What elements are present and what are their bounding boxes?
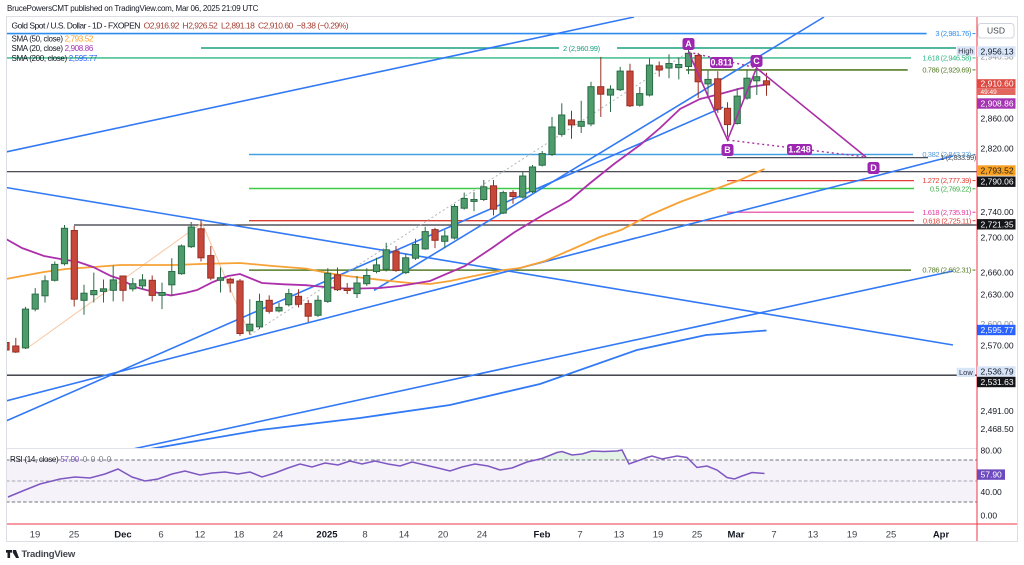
svg-text:1.248: 1.248: [788, 145, 811, 155]
svg-text:25: 25: [692, 530, 703, 541]
svg-text:2025: 2025: [316, 530, 338, 541]
svg-text:2,956.13: 2,956.13: [981, 47, 1014, 57]
svg-text:2,531.63: 2,531.63: [981, 377, 1014, 387]
svg-text:SMA (20, close) 2,908.86: SMA (20, close) 2,908.86: [12, 44, 94, 53]
svg-text:2,536.79: 2,536.79: [981, 367, 1014, 377]
svg-text:40.00: 40.00: [981, 487, 1003, 497]
svg-text:1.618 (2,735.91): 1.618 (2,735.91): [922, 208, 972, 217]
svg-text:Mar: Mar: [728, 530, 745, 541]
svg-text:1.618 (2,946.58): 1.618 (2,946.58): [922, 54, 972, 63]
svg-text:2,908.86: 2,908.86: [981, 99, 1014, 109]
svg-text:0.618 (2,725.11): 0.618 (2,725.11): [923, 216, 972, 225]
svg-text:0.786 (2,929.69): 0.786 (2,929.69): [922, 66, 972, 75]
svg-text:Low: Low: [959, 368, 973, 377]
svg-text:2,630.00: 2,630.00: [981, 290, 1014, 300]
svg-text:2,700.00: 2,700.00: [981, 233, 1014, 243]
svg-text:0.786 (2,662.31): 0.786 (2,662.31): [922, 266, 972, 275]
svg-text:24: 24: [273, 530, 284, 541]
svg-text:2 (2,960.99): 2 (2,960.99): [563, 44, 601, 53]
svg-text:49:49: 49:49: [981, 89, 998, 96]
svg-text:14: 14: [399, 530, 410, 541]
svg-text:0.00: 0.00: [981, 510, 998, 520]
svg-text:8: 8: [362, 530, 367, 541]
svg-text:80.00: 80.00: [981, 446, 1003, 456]
svg-text:USD: USD: [987, 26, 1005, 36]
svg-text:High: High: [958, 47, 973, 56]
svg-text:18: 18: [234, 530, 245, 541]
svg-text:2,740.00: 2,740.00: [981, 207, 1014, 217]
svg-text:24: 24: [477, 530, 488, 541]
svg-text:Feb: Feb: [534, 530, 551, 541]
svg-text:0.5 (2,769.22): 0.5 (2,769.22): [930, 184, 972, 193]
svg-text:2,860.00: 2,860.00: [981, 114, 1014, 124]
svg-text:2,790.06: 2,790.06: [981, 177, 1014, 187]
svg-text:19: 19: [653, 530, 664, 541]
svg-text:7: 7: [771, 530, 776, 541]
svg-text:C: C: [753, 56, 760, 66]
svg-text:57.90: 57.90: [981, 470, 1003, 480]
svg-text:19: 19: [30, 530, 41, 541]
svg-text:Dec: Dec: [114, 530, 131, 541]
svg-text:Gold Spot / U.S. Dollar - 1D -: Gold Spot / U.S. Dollar - 1D - FXOPEN O2…: [12, 21, 349, 31]
svg-text:0.382 (2,843.33): 0.382 (2,843.33): [922, 150, 972, 159]
svg-text:1 (2,833.99): 1 (2,833.99): [940, 153, 977, 162]
svg-text:2,910.60: 2,910.60: [981, 79, 1014, 89]
svg-text:2,600.00: 2,600.00: [981, 319, 1014, 329]
svg-text:6: 6: [158, 530, 163, 541]
svg-text:2,793.52: 2,793.52: [981, 166, 1014, 176]
svg-text:13: 13: [614, 530, 625, 541]
svg-text:SMA (50, close) 2,793.52: SMA (50, close) 2,793.52: [12, 35, 94, 44]
svg-text:2,660.00: 2,660.00: [981, 268, 1014, 278]
svg-text:13: 13: [808, 530, 819, 541]
svg-text:SMA (200, close) 2,595.77: SMA (200, close) 2,595.77: [12, 54, 98, 63]
svg-text:0.811: 0.811: [710, 58, 732, 68]
svg-text:A: A: [685, 39, 692, 49]
svg-text:25: 25: [886, 530, 897, 541]
svg-text:25: 25: [69, 530, 80, 541]
svg-text:RSI (14, close) 57.90 0 0 0: RSI (14, close) 57.90 0 0 0 0: [10, 455, 112, 464]
svg-text:2,491.00: 2,491.00: [981, 406, 1014, 416]
svg-text:20: 20: [438, 530, 449, 541]
svg-text:2,468.50: 2,468.50: [981, 424, 1014, 434]
svg-text:2,721.35: 2,721.35: [981, 219, 1014, 229]
svg-text:2,570.00: 2,570.00: [981, 341, 1014, 351]
svg-text:B: B: [724, 145, 731, 155]
svg-text:2,595.77: 2,595.77: [981, 325, 1014, 335]
svg-text:3 (2,981.76): 3 (2,981.76): [935, 29, 972, 38]
svg-text:12: 12: [195, 530, 206, 541]
svg-text:2,820.00: 2,820.00: [981, 144, 1014, 154]
svg-text:Apr: Apr: [933, 530, 950, 541]
svg-text:1.272 (2,777.39): 1.272 (2,777.39): [922, 176, 972, 185]
svg-text:19: 19: [847, 530, 858, 541]
svg-text:7: 7: [577, 530, 582, 541]
svg-text:D: D: [870, 163, 877, 173]
